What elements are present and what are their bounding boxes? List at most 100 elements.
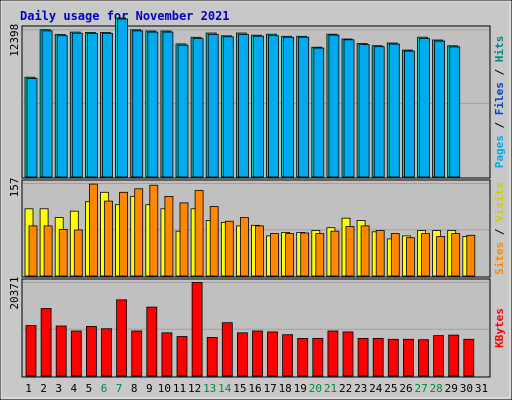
bar-sites-day-3 xyxy=(58,228,68,277)
x-tick-label-30: 30 xyxy=(460,382,473,395)
legend-entry-pages: Pages xyxy=(493,135,506,168)
bar-sites-day-22 xyxy=(345,226,355,277)
bar-sites-day-28 xyxy=(436,236,446,277)
bar-files-day-20 xyxy=(313,47,325,178)
bar-files-day-24 xyxy=(373,46,385,178)
bar-kbytes-day-17 xyxy=(267,331,278,377)
bar-sites-day-10 xyxy=(164,195,174,277)
bar-files-day-7 xyxy=(117,18,128,178)
bar-files-day-13 xyxy=(207,34,219,178)
bar-sites-day-18 xyxy=(285,233,295,277)
bar-files-day-22 xyxy=(343,39,355,178)
bar-sites-day-16 xyxy=(255,225,264,277)
bar-kbytes-day-16 xyxy=(252,330,263,377)
x-tick-label-2: 2 xyxy=(40,382,47,395)
x-tick-label-4: 4 xyxy=(70,382,77,395)
x-tick-label-12: 12 xyxy=(188,382,201,395)
x-tick-label-28: 28 xyxy=(430,382,443,395)
bar-files-day-17 xyxy=(268,35,279,178)
bar-sites-day-14 xyxy=(224,220,234,277)
x-tick-label-1: 1 xyxy=(25,382,32,395)
x-tick-label-17: 17 xyxy=(263,382,276,395)
bar-sites-day-19 xyxy=(300,232,310,277)
bar-kbytes-day-28 xyxy=(433,335,445,377)
bar-kbytes-day-19 xyxy=(297,337,309,377)
x-tick-label-8: 8 xyxy=(131,382,138,395)
bar-kbytes-day-21 xyxy=(327,330,339,377)
bar-kbytes-day-5 xyxy=(86,325,97,377)
legend-separator: / xyxy=(493,222,506,242)
bar-sites-day-15 xyxy=(239,217,249,277)
x-tick-label-15: 15 xyxy=(233,382,246,395)
bar-files-day-12 xyxy=(192,38,204,178)
bar-kbytes-day-2 xyxy=(40,308,52,377)
bar-sites-day-20 xyxy=(315,233,325,277)
bar-kbytes-day-26 xyxy=(402,338,414,377)
bar-files-day-10 xyxy=(162,31,174,178)
bar-kbytes-day-10 xyxy=(161,332,173,377)
bar-kbytes-day-30 xyxy=(463,338,475,377)
bar-kbytes-day-25 xyxy=(387,338,399,377)
bar-kbytes-day-23 xyxy=(357,337,369,377)
bar-sites-day-21 xyxy=(330,230,340,277)
chart-panels: 12398 Pages / Files / Hits 157 Sites / Visi… xyxy=(8,17,506,378)
bar-kbytes-day-14 xyxy=(221,322,233,377)
x-tick-label-24: 24 xyxy=(369,382,383,395)
bar-sites-day-25 xyxy=(390,233,400,277)
panel-1: 12398 Pages / Files / Hits xyxy=(8,17,506,179)
bar-sites-day-5 xyxy=(89,183,98,277)
bar-files-day-2 xyxy=(41,30,53,178)
x-tick-label-22: 22 xyxy=(339,382,352,395)
legend-entry-kbytes: KBytes xyxy=(493,308,506,348)
x-tick-label-16: 16 xyxy=(248,382,261,395)
x-axis: 1 2 3 4 5 6 7 8 9 10 11 12 13 14 15 16 17 18 19 20 21 22 23 24 2… xyxy=(25,382,488,395)
legend-entry-hits: Hits xyxy=(493,36,506,63)
legend-separator: / xyxy=(493,62,506,82)
bar-files-day-3 xyxy=(56,35,68,178)
bar-kbytes-day-13 xyxy=(206,336,218,377)
x-tick-label-29: 29 xyxy=(445,382,458,395)
bar-kbytes-day-11 xyxy=(176,336,188,377)
bar-files-day-1 xyxy=(26,78,38,178)
bar-sites-day-12 xyxy=(194,190,204,277)
bar-kbytes-day-27 xyxy=(418,339,429,377)
bar-sites-day-1 xyxy=(28,225,38,277)
bar-files-day-15 xyxy=(237,34,249,178)
panel-2: 157 Sites / Visits xyxy=(8,177,506,278)
bar-kbytes-day-15 xyxy=(236,332,248,377)
x-tick-label-9: 9 xyxy=(146,382,153,395)
panel-legend: Pages / Files / Hits xyxy=(493,36,506,169)
bar-sites-day-27 xyxy=(421,233,430,277)
legend-entry-files: Files xyxy=(493,82,506,115)
bar-kbytes-day-12 xyxy=(191,282,203,377)
bar-sites-day-6 xyxy=(104,200,113,277)
bar-files-day-23 xyxy=(358,44,370,178)
bar-sites-day-30 xyxy=(466,234,476,277)
x-tick-label-11: 11 xyxy=(173,382,186,395)
x-tick-label-27: 27 xyxy=(414,382,427,395)
x-tick-label-21: 21 xyxy=(324,382,337,395)
bar-sites-day-13 xyxy=(209,206,219,277)
x-tick-label-6: 6 xyxy=(101,382,108,395)
bar-kbytes-day-29 xyxy=(448,334,460,377)
bar-kbytes-day-24 xyxy=(372,337,384,377)
x-tick-label-23: 23 xyxy=(354,382,367,395)
panel-legend: KBytes xyxy=(493,308,506,348)
bar-sites-day-29 xyxy=(451,233,461,277)
bar-files-day-6 xyxy=(102,33,113,178)
bar-files-day-14 xyxy=(222,36,234,178)
bar-kbytes-day-18 xyxy=(282,334,294,377)
panel-3: 20371 KBytes xyxy=(8,276,506,378)
legend-separator: / xyxy=(493,115,506,135)
bar-files-day-18 xyxy=(283,36,295,178)
bar-sites-day-26 xyxy=(405,237,415,277)
x-tick-label-13: 13 xyxy=(203,382,216,395)
bar-sites-day-7 xyxy=(119,191,128,277)
x-tick-label-25: 25 xyxy=(384,382,397,395)
bar-sites-day-4 xyxy=(73,229,83,277)
bar-files-day-27 xyxy=(419,38,430,178)
panel-max-label: 20371 xyxy=(8,276,21,309)
bar-files-day-9 xyxy=(147,31,159,178)
